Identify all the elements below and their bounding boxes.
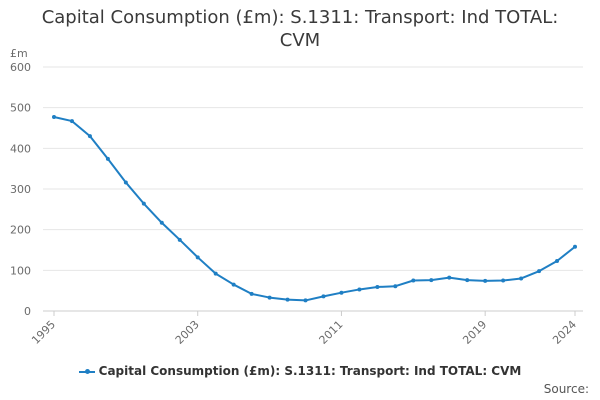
data-point [321, 294, 326, 299]
data-point [411, 278, 416, 283]
data-point [249, 291, 254, 296]
gridlines [43, 66, 583, 312]
x-tick-label: 2003 [173, 318, 202, 347]
data-point [483, 278, 488, 283]
x-axis: 1995 2003 2011 2019 2024 [29, 311, 579, 347]
y-axis-ticks: 0 100 200 300 400 500 600 [10, 61, 31, 318]
data-point [555, 258, 560, 263]
data-point [339, 290, 344, 295]
data-point [429, 278, 434, 283]
data-point [303, 298, 308, 303]
x-tick-label: 1995 [29, 318, 58, 347]
data-point [537, 269, 542, 274]
data-point [465, 278, 470, 283]
data-point [519, 276, 524, 281]
data-point [105, 156, 110, 161]
series-group [52, 115, 577, 303]
data-point [177, 237, 182, 242]
data-point [501, 278, 506, 283]
x-tick-label: 2011 [317, 318, 346, 347]
data-point [231, 282, 236, 287]
x-tick-label: 2019 [460, 318, 489, 347]
data-point [213, 271, 218, 276]
data-point [447, 275, 452, 280]
legend-swatch [78, 368, 95, 374]
data-point [375, 285, 380, 290]
data-point [267, 295, 272, 300]
y-tick-label: 300 [10, 183, 31, 196]
data-point [123, 180, 128, 185]
chart-title-line-2: CVM [279, 30, 321, 51]
y-tick-label: 0 [24, 305, 31, 318]
y-tick-label: 600 [10, 61, 31, 74]
data-point [159, 220, 164, 225]
data-point [87, 134, 92, 139]
data-point [285, 297, 290, 302]
data-point [195, 255, 200, 260]
data-point [393, 284, 398, 289]
y-axis-unit-label: £m [10, 47, 28, 60]
chart-title: Capital Consumption (£m): S.1311: Transp… [0, 6, 600, 52]
data-point [357, 287, 362, 292]
chart-title-line-1: Capital Consumption (£m): S.1311: Transp… [41, 7, 559, 28]
data-point [573, 244, 577, 249]
y-tick-label: 400 [10, 142, 31, 155]
y-tick-label: 500 [10, 102, 31, 115]
y-tick-label: 200 [10, 224, 31, 237]
source-label: Source: [543, 382, 589, 396]
x-tick-label: 2024 [550, 318, 579, 347]
legend[interactable]: Capital Consumption (£m): S.1311: Transp… [0, 364, 600, 378]
legend-label: Capital Consumption (£m): S.1311: Transp… [98, 364, 522, 378]
data-point [141, 201, 146, 206]
y-tick-label: 100 [10, 264, 31, 277]
series-line [53, 116, 576, 302]
data-point [52, 115, 56, 120]
data-point [69, 119, 74, 124]
